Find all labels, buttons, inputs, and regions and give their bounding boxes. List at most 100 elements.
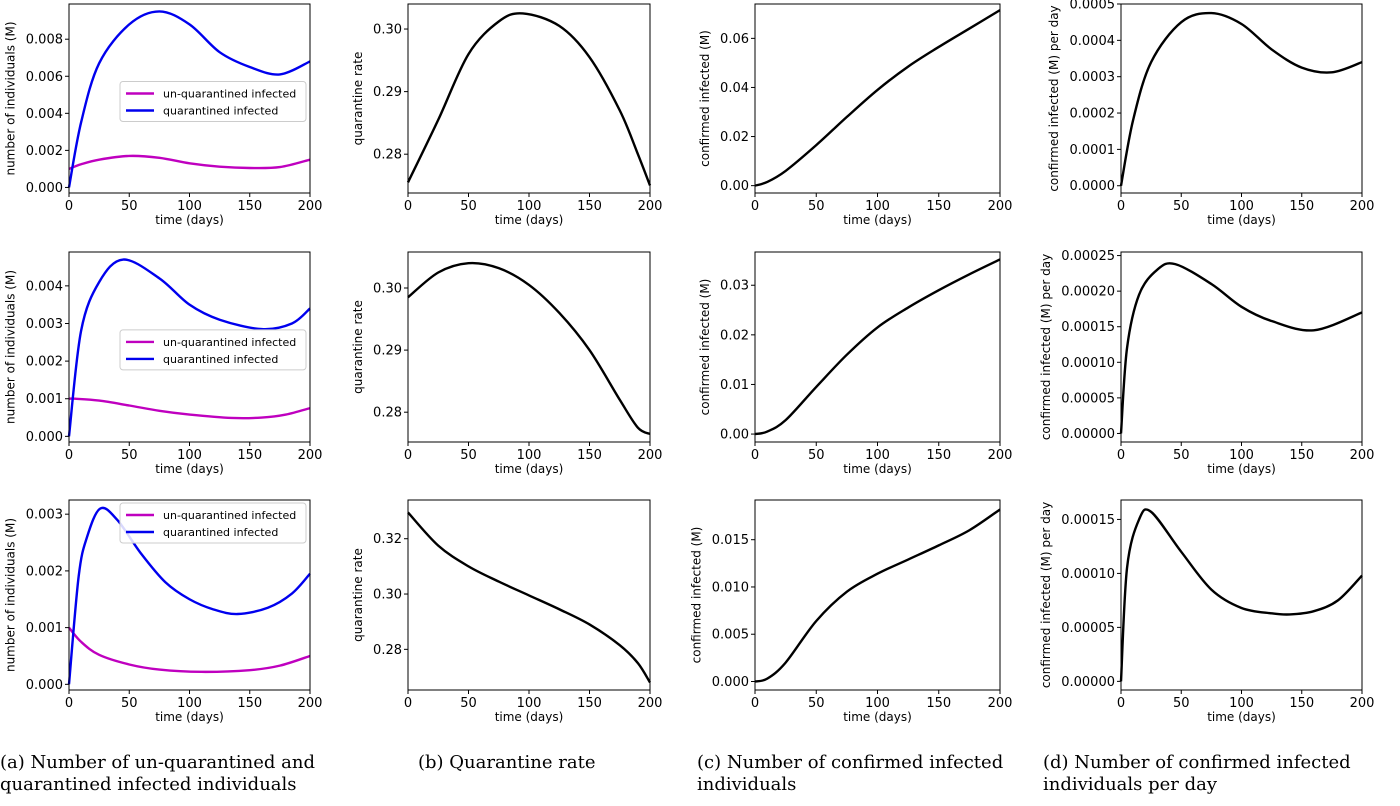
x-tick-label: 0	[1117, 448, 1125, 463]
y-tick-label: 0.04	[720, 81, 749, 96]
series-line	[67, 258, 311, 437]
caption-a-line-2: quarantined infected individuals	[0, 774, 297, 795]
x-tick-label: 50	[121, 448, 138, 463]
legend-box	[119, 329, 307, 371]
x-axis-label: time (days)	[495, 462, 564, 476]
y-tick-label: 0.001	[26, 392, 63, 407]
caption-d-line-2: individuals per day	[1043, 774, 1218, 795]
y-tick-label: 0.0004	[1070, 34, 1116, 49]
y-tick-label: 0.000	[26, 678, 63, 693]
x-axis-label: time (days)	[1207, 213, 1276, 227]
y-tick-label: 0.000	[712, 675, 749, 690]
y-tick-label: 0.000	[26, 430, 63, 445]
y-tick-label: 0.00020	[1061, 285, 1115, 300]
y-tick-label: 0.015	[712, 533, 749, 548]
x-tick-label: 150	[237, 696, 262, 711]
x-tick-label: 100	[177, 199, 202, 214]
y-axis-label: number of individuals (M)	[4, 270, 18, 424]
y-axis-label: quarantine rate	[351, 548, 365, 642]
x-axis-label: time (days)	[495, 710, 564, 724]
y-tick-label: 0.00005	[1061, 391, 1115, 406]
legend-entry: quarantined infected	[163, 353, 278, 366]
y-tick-label: 0.0003	[1070, 70, 1116, 85]
y-tick-label: 0.002	[26, 564, 63, 579]
y-tick-label: 0.00	[720, 179, 749, 194]
y-tick-label: 0.004	[26, 107, 63, 122]
y-tick-label: 0.29	[373, 85, 402, 100]
series-line	[67, 506, 311, 685]
y-tick-label: 0.06	[720, 32, 749, 47]
y-tick-label: 0.003	[26, 317, 63, 332]
x-tick-label: 0	[1117, 199, 1125, 214]
y-tick-label: 0.00025	[1061, 249, 1115, 264]
y-axis-label: confirmed infected (M) per day	[1047, 5, 1061, 191]
x-axis-label: time (days)	[1207, 462, 1276, 476]
x-axis-label: time (days)	[843, 462, 912, 476]
y-tick-label: 0.30	[373, 282, 402, 297]
series-line	[754, 9, 1001, 187]
x-tick-label: 150	[1289, 199, 1314, 214]
y-axis-label: confirmed infected (M) per day	[1039, 254, 1053, 440]
x-tick-label: 0	[404, 199, 412, 214]
x-tick-label: 0	[65, 199, 73, 214]
x-tick-label: 100	[1229, 448, 1254, 463]
y-tick-label: 0.01	[720, 378, 749, 393]
y-tick-label: 0.02	[720, 130, 749, 145]
x-tick-label: 0	[65, 448, 73, 463]
chart-panel: 0 50 100 150 200 0.28 0.29 0.30 time (days) quara…	[351, 251, 663, 476]
chart-panel: 0 50 100 150 200 0.0000 0.0001 0.0002 0.0003 0.00…	[1047, 0, 1374, 227]
y-tick-label: 0.0005	[1070, 0, 1116, 13]
y-tick-label: 0.00015	[1061, 513, 1115, 528]
x-tick-label: 200	[638, 696, 663, 711]
caption-b: (b) Quarantine rate	[418, 752, 595, 774]
x-tick-label: 150	[926, 696, 951, 711]
x-tick-label: 50	[121, 696, 138, 711]
series-line	[1119, 508, 1363, 682]
x-tick-label: 150	[577, 448, 602, 463]
x-tick-label: 100	[517, 448, 542, 463]
y-tick-label: 0.02	[720, 328, 749, 343]
y-tick-label: 0.006	[26, 70, 63, 85]
chart-panel: 0 50 100 150 200 0.000 0.005 0.010 0.015 time (da…	[690, 499, 1012, 724]
caption-a: (a) Number of un-quarantined and quarant…	[0, 752, 315, 796]
y-axis-label: confirmed infected (M)	[698, 279, 712, 416]
x-tick-label: 50	[808, 199, 825, 214]
caption-d-line-1: (d) Number of confirmed infected	[1043, 752, 1351, 773]
y-tick-label: 0.010	[712, 580, 749, 595]
chart-panel: 0 50 100 150 200 0.28 0.29 0.30 time (days) quara…	[351, 3, 663, 227]
x-tick-label: 150	[577, 696, 602, 711]
x-tick-label: 0	[404, 696, 412, 711]
x-tick-label: 200	[298, 199, 323, 214]
y-tick-label: 0.28	[373, 643, 402, 658]
y-tick-label: 0.00000	[1061, 427, 1115, 442]
series-line	[754, 258, 1001, 436]
x-tick-label: 200	[1350, 448, 1375, 463]
y-tick-label: 0.00	[720, 428, 749, 443]
x-tick-label: 150	[237, 448, 262, 463]
y-tick-label: 0.00000	[1061, 675, 1115, 690]
chart-panel: 0 50 100 150 200 0.000 0.001 0.002 0.003 time (da…	[4, 499, 322, 724]
legend: un-quarantined infected quarantined infec…	[119, 329, 307, 371]
x-tick-label: 50	[1173, 199, 1190, 214]
y-tick-label: 0.00010	[1061, 567, 1115, 582]
plot-frame	[1120, 3, 1363, 194]
x-tick-label: 0	[751, 448, 759, 463]
x-tick-label: 200	[638, 199, 663, 214]
x-tick-label: 150	[237, 199, 262, 214]
x-tick-label: 100	[1229, 199, 1254, 214]
chart-panel: 0 50 100 150 200 0.000 0.002 0.004 0.006 0.008 tim…	[4, 3, 323, 227]
x-tick-label: 50	[460, 448, 477, 463]
x-tick-label: 100	[177, 696, 202, 711]
series-line	[68, 154, 311, 171]
x-tick-label: 200	[638, 448, 663, 463]
x-tick-label: 150	[1289, 696, 1314, 711]
series-line	[1119, 262, 1363, 434]
y-tick-label: 0.30	[373, 588, 402, 603]
y-axis-label: number of individuals (M)	[4, 518, 18, 672]
chart-panel: 0 50 100 150 200 0.00000 0.00005 0.00010 0.00015…	[1039, 499, 1374, 724]
x-axis-label: time (days)	[155, 213, 224, 227]
x-tick-label: 100	[177, 448, 202, 463]
x-tick-label: 200	[988, 448, 1013, 463]
caption-a-line-1: (a) Number of un-quarantined and	[0, 752, 315, 773]
y-tick-label: 0.00005	[1061, 621, 1115, 636]
